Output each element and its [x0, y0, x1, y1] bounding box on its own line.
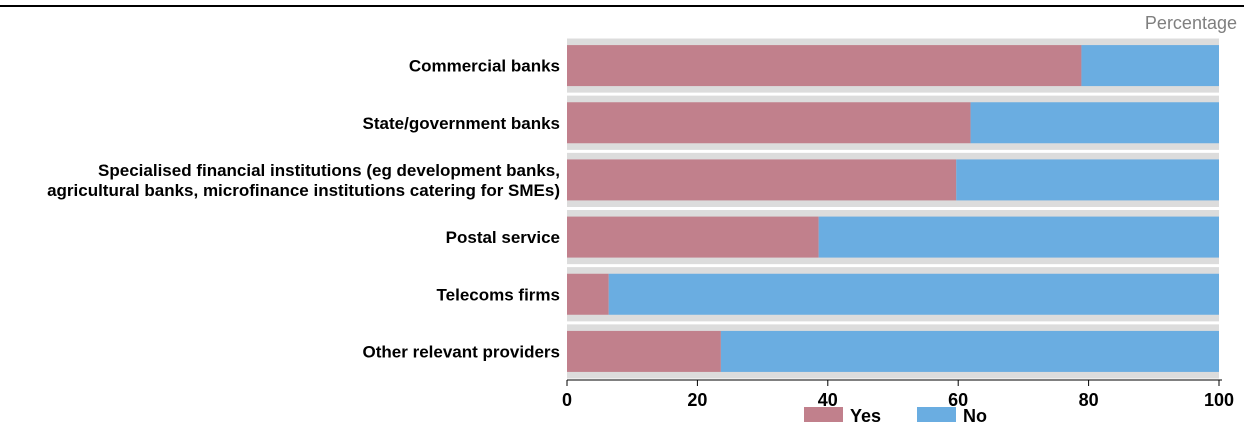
legend-label-no: No — [963, 406, 987, 426]
x-tick-label: 40 — [818, 390, 838, 410]
x-axis: 0 20 40 60 80 100 — [562, 379, 1234, 410]
legend-swatch-yes — [804, 407, 843, 422]
bar-no-4 — [608, 273, 1219, 315]
x-tick-label: 80 — [1079, 390, 1099, 410]
bar-yes-0 — [567, 45, 1082, 87]
category-labels: Commercial banks State/government banks Sp… — [47, 57, 560, 362]
bar-yes-4 — [567, 273, 609, 315]
unit-label: Percentage — [1145, 13, 1237, 33]
category-label: State/government banks — [363, 114, 560, 133]
bar-no-3 — [818, 216, 1219, 258]
category-label: Specialised financial institutions (eg d… — [47, 161, 560, 200]
x-tick-label: 60 — [948, 390, 968, 410]
bars — [567, 45, 1219, 372]
bar-no-5 — [720, 330, 1219, 372]
category-label: Postal service — [446, 228, 560, 247]
bar-no-1 — [970, 102, 1219, 144]
bar-yes-3 — [567, 216, 819, 258]
legend-label-yes: Yes — [850, 406, 881, 426]
bar-yes-1 — [567, 102, 971, 144]
bar-yes-5 — [567, 330, 721, 372]
category-label: Other relevant providers — [363, 342, 560, 361]
x-tick-label: 100 — [1204, 390, 1234, 410]
category-label: Commercial banks — [409, 57, 560, 76]
bar-no-2 — [956, 159, 1219, 201]
x-tick-label: 20 — [687, 390, 707, 410]
bar-no-0 — [1081, 45, 1219, 87]
legend: Yes No — [804, 406, 987, 426]
category-label: Telecoms firms — [437, 285, 560, 304]
bar-yes-2 — [567, 159, 957, 201]
x-tick-label: 0 — [562, 390, 572, 410]
legend-swatch-no — [917, 407, 956, 422]
